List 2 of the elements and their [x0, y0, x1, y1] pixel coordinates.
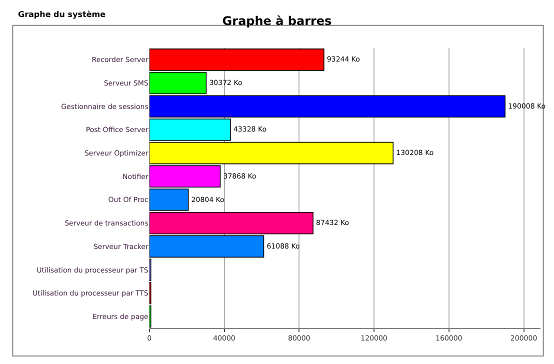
chart-title: Graphe à barres	[222, 14, 332, 28]
text: Graphe du système	[18, 10, 106, 19]
